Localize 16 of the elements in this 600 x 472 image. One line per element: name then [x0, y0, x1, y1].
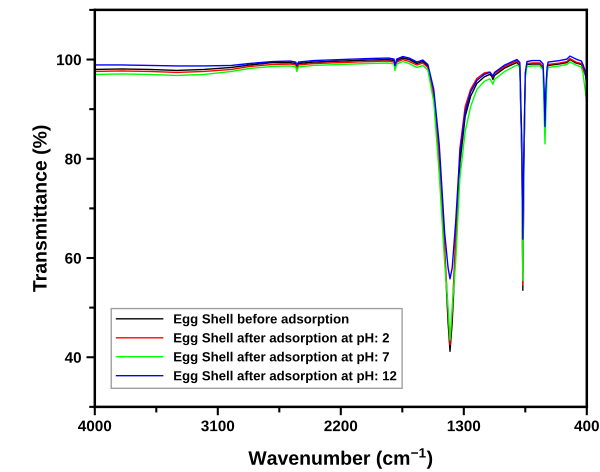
- legend-label: Egg Shell before adsorption: [174, 314, 348, 326]
- y-tick-label: 40: [64, 352, 81, 363]
- legend-label: Egg Shell after adsorption at pH: 12: [174, 370, 396, 384]
- y-tick-label: 80: [65, 154, 81, 164]
- line-series: [94, 55, 587, 280]
- x-tick-label: 2200: [324, 420, 358, 432]
- x-tick-label: 3100: [201, 420, 234, 432]
- x-tick-label: 1300: [448, 420, 480, 432]
- x-axis-title: Wavenumber (cm$^{−1}$): [248, 448, 432, 469]
- legend-label: Egg Shell after adsorption at pH: 7: [174, 352, 389, 364]
- legend-label: Egg Shell after adsorption at pH: 2: [174, 332, 389, 346]
- x-tick-label: 400: [574, 420, 599, 432]
- y-tick-label: 100: [57, 54, 81, 66]
- y-axis-title: Transmittance (%): [32, 126, 51, 292]
- x-tick-label: 4000: [78, 420, 112, 432]
- y-tick-label: 60: [65, 252, 81, 264]
